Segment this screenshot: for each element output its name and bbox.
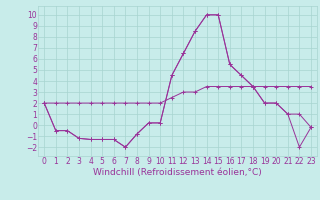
- X-axis label: Windchill (Refroidissement éolien,°C): Windchill (Refroidissement éolien,°C): [93, 168, 262, 177]
